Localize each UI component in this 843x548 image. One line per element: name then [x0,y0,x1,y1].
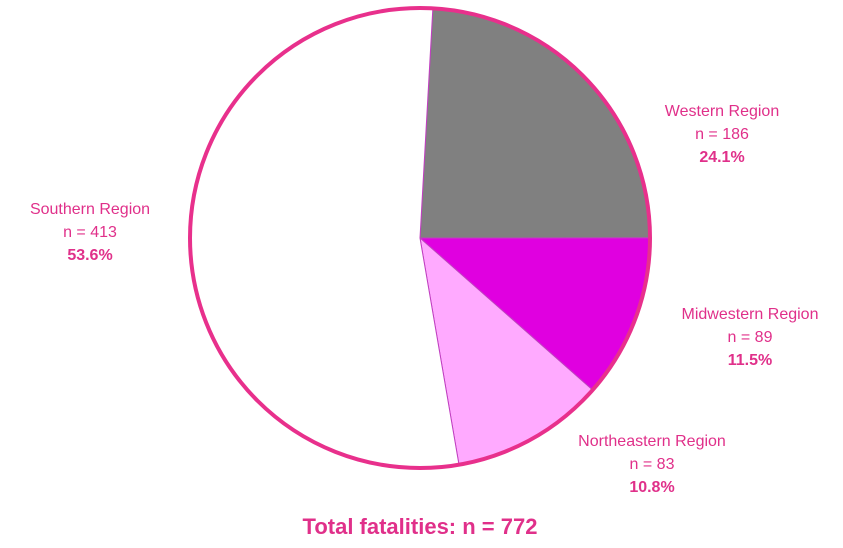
slice-label: Western Region [665,103,779,120]
count-label: n = 186 [695,126,749,143]
pie [188,6,652,470]
count-label: n = 413 [63,224,117,241]
value-label: 53.6% [67,247,112,264]
slice-label: Midwestern Region [682,306,819,323]
pie-slice [419,7,651,239]
value-label: 10.8% [629,479,674,496]
chart-title: Total fatalities: n = 772 [303,514,538,539]
count-label: n = 83 [630,456,675,473]
pie-slice [189,7,460,469]
slice-label: Southern Region [30,201,150,218]
pie-border [188,6,652,470]
value-label: 24.1% [699,149,744,166]
slice-label: Northeastern Region [578,433,726,450]
count-label: n = 89 [728,329,773,346]
value-label: 11.5% [728,352,772,369]
